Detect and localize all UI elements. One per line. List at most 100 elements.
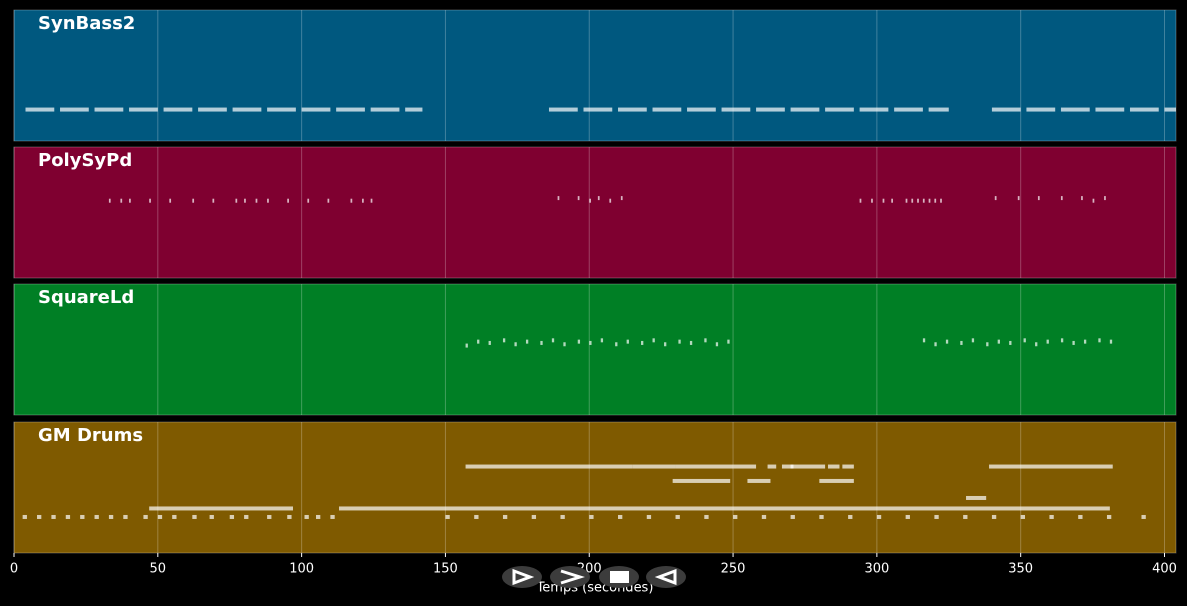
note (986, 342, 989, 347)
note (51, 514, 56, 519)
note (761, 514, 767, 519)
note (704, 514, 709, 519)
note (790, 107, 820, 112)
note (618, 514, 623, 519)
note (819, 514, 824, 519)
note (339, 506, 1110, 511)
note (620, 196, 623, 201)
forward-button[interactable] (550, 566, 590, 588)
note (502, 514, 508, 519)
x-tick-label: 100 (289, 562, 314, 577)
note (827, 464, 840, 469)
note (577, 196, 580, 201)
note (514, 342, 517, 347)
note (267, 107, 296, 112)
note (370, 107, 400, 112)
note (336, 107, 365, 112)
note (715, 342, 719, 347)
note (301, 107, 331, 112)
note (37, 514, 42, 519)
note (94, 514, 99, 519)
note (1026, 107, 1056, 112)
note (1037, 196, 1040, 201)
note (842, 464, 854, 469)
note (632, 464, 676, 469)
play-button[interactable] (502, 566, 542, 588)
note (108, 198, 111, 203)
note (1092, 198, 1095, 203)
note (1129, 107, 1159, 112)
note (172, 514, 177, 519)
track-name: PolySyPd (38, 150, 132, 171)
note (767, 464, 777, 469)
note (1060, 338, 1064, 343)
note (960, 340, 963, 345)
note (589, 340, 592, 345)
note (928, 198, 931, 203)
note (244, 198, 246, 203)
note (626, 339, 629, 344)
reverse-button[interactable] (646, 566, 686, 588)
stop-button[interactable] (599, 566, 639, 588)
note (1009, 340, 1012, 345)
note (560, 514, 565, 519)
note (465, 464, 633, 469)
note (129, 107, 158, 112)
note (163, 107, 193, 112)
note (1164, 107, 1176, 112)
note (405, 107, 423, 112)
note (646, 514, 652, 519)
x-tick-label: 250 (721, 562, 746, 577)
note (819, 478, 854, 483)
note (169, 198, 172, 203)
note (316, 514, 321, 519)
track-panel (13, 421, 1177, 554)
note (25, 107, 55, 112)
note (563, 342, 566, 347)
note (945, 339, 949, 344)
note (1141, 514, 1146, 519)
note (882, 198, 885, 203)
note (1020, 514, 1025, 519)
note (966, 495, 987, 500)
note (557, 196, 560, 201)
note (997, 339, 1000, 344)
note (934, 198, 937, 203)
note (971, 338, 975, 343)
note (287, 514, 292, 519)
note (727, 339, 730, 344)
note (287, 198, 289, 203)
note (991, 107, 1021, 112)
x-tick-label: 150 (433, 562, 458, 577)
track-name: SquareLd (38, 287, 134, 308)
note (1060, 196, 1063, 201)
note (664, 342, 667, 347)
note (540, 340, 543, 345)
note (678, 339, 681, 344)
note (894, 107, 923, 112)
note (330, 514, 335, 519)
note (548, 107, 578, 112)
note (229, 514, 235, 519)
note (991, 514, 997, 519)
note (235, 198, 238, 203)
note (876, 514, 882, 519)
note (652, 107, 682, 112)
note (232, 107, 262, 112)
note (652, 338, 655, 343)
x-tick-label: 350 (1008, 562, 1033, 577)
note (1049, 514, 1054, 519)
note (1095, 107, 1125, 112)
note (123, 514, 128, 519)
note (94, 107, 124, 112)
note (600, 338, 604, 343)
note (689, 340, 693, 345)
note (1104, 196, 1106, 201)
note (350, 198, 353, 203)
note (589, 198, 591, 203)
note (192, 514, 197, 519)
note (1072, 340, 1075, 345)
note (911, 198, 914, 203)
note (859, 198, 862, 203)
note (934, 342, 937, 347)
